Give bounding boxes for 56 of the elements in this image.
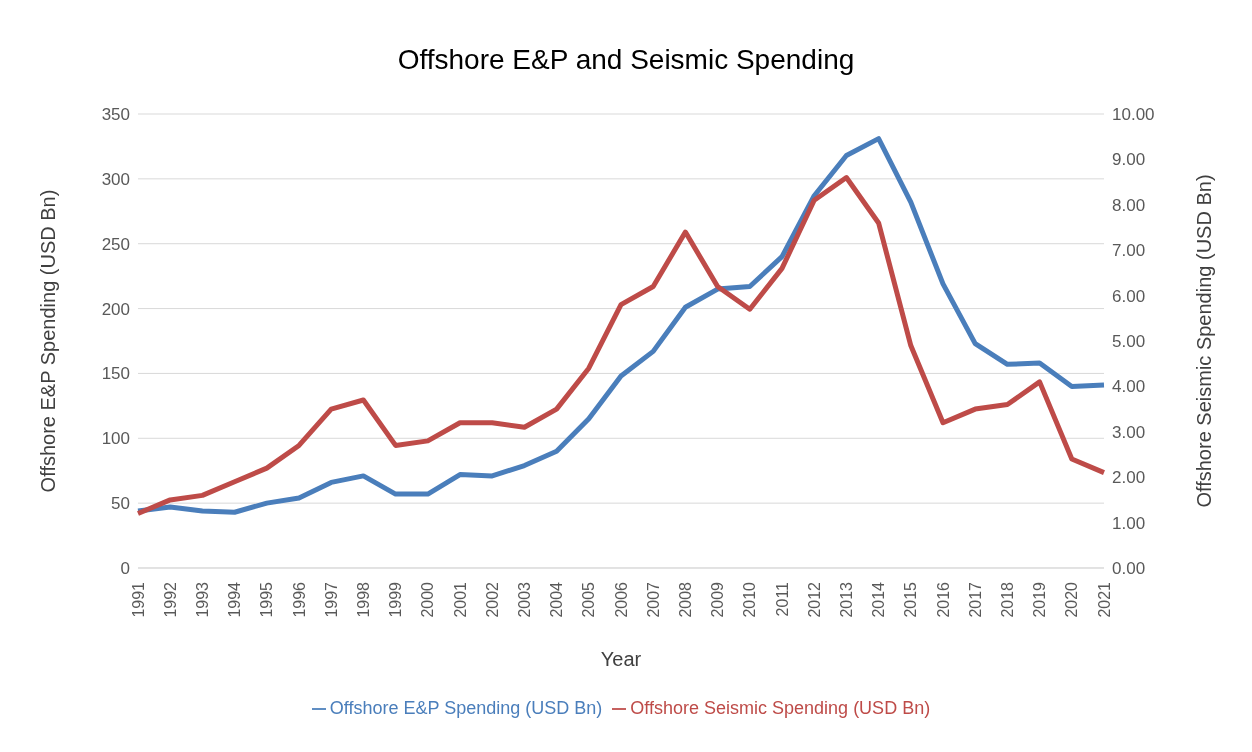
y2-tick-label: 0.00: [1112, 559, 1146, 579]
chart-title: Offshore E&P and Seismic Spending: [396, 43, 856, 77]
x-tick-label: 1993: [193, 581, 211, 618]
x-tick-label: 2001: [451, 581, 469, 618]
y2-tick-label: 6.00: [1112, 286, 1146, 306]
x-tick-label: 1998: [354, 581, 372, 618]
y-tick-label: 0: [120, 559, 130, 579]
x-tick-label: 2006: [612, 581, 630, 618]
x-tick-label: 2009: [709, 581, 727, 618]
y-tick-label: 200: [101, 299, 130, 319]
x-tick-label: 1991: [129, 581, 147, 618]
x-tick-label: 1996: [290, 581, 308, 618]
x-tick-label: 2007: [644, 581, 662, 618]
x-tick-label: 2012: [805, 581, 823, 618]
y2-axis-title: Offshore Seismic Spending (USD Bn): [1193, 174, 1216, 508]
x-tick-label: 2015: [902, 581, 920, 618]
y-tick-label: 300: [101, 169, 130, 189]
y2-tick-label: 7.00: [1112, 241, 1146, 261]
x-tick-label: 2017: [966, 581, 984, 618]
x-tick-label: 2010: [741, 581, 759, 618]
legend-label: Offshore E&P Spending (USD Bn): [329, 698, 603, 718]
x-tick-label: 2013: [837, 581, 855, 618]
x-tick-label: 2011: [773, 581, 791, 617]
x-tick-label: 2014: [870, 581, 888, 618]
x-axis-title: Year: [600, 648, 642, 670]
y-tick-label: 250: [101, 234, 130, 254]
x-tick-label: 1999: [387, 581, 405, 618]
y-tick-label: 150: [101, 364, 130, 384]
x-tick-label: 1994: [226, 581, 244, 618]
y2-tick-label: 2.00: [1112, 468, 1146, 488]
x-tick-label: 1995: [258, 581, 276, 618]
x-tick-label: 2002: [483, 581, 501, 618]
x-tick-label: 2000: [419, 581, 437, 618]
legend-label: Offshore Seismic Spending (USD Bn): [630, 698, 931, 718]
x-tick-label: 2019: [1031, 581, 1049, 618]
y2-tick-label: 1.00: [1112, 513, 1146, 533]
x-tick-label: 2008: [676, 581, 694, 618]
y2-tick-label: 8.00: [1112, 195, 1146, 215]
x-tick-label: 2005: [580, 581, 598, 618]
x-tick-label: 2003: [515, 581, 533, 618]
y2-tick-label: 3.00: [1112, 422, 1146, 442]
y2-tick-label: 4.00: [1112, 377, 1146, 397]
y2-tick-label: 5.00: [1112, 332, 1146, 352]
y-tick-label: 350: [101, 105, 130, 125]
x-tick-label: 2021: [1095, 581, 1113, 618]
y-axis-title: Offshore E&P Spending (USD Bn): [37, 189, 60, 493]
x-tick-label: 2020: [1063, 581, 1081, 618]
y-tick-label: 100: [101, 429, 130, 449]
x-tick-label: 2018: [998, 581, 1016, 618]
y2-tick-label: 9.00: [1112, 150, 1146, 170]
y2-tick-label: 10.00: [1112, 105, 1155, 125]
x-tick-label: 2004: [548, 581, 566, 618]
x-tick-label: 1992: [161, 581, 179, 618]
x-tick-label: 2016: [934, 581, 952, 618]
y-tick-label: 50: [111, 494, 130, 514]
x-tick-label: 1997: [322, 581, 340, 618]
